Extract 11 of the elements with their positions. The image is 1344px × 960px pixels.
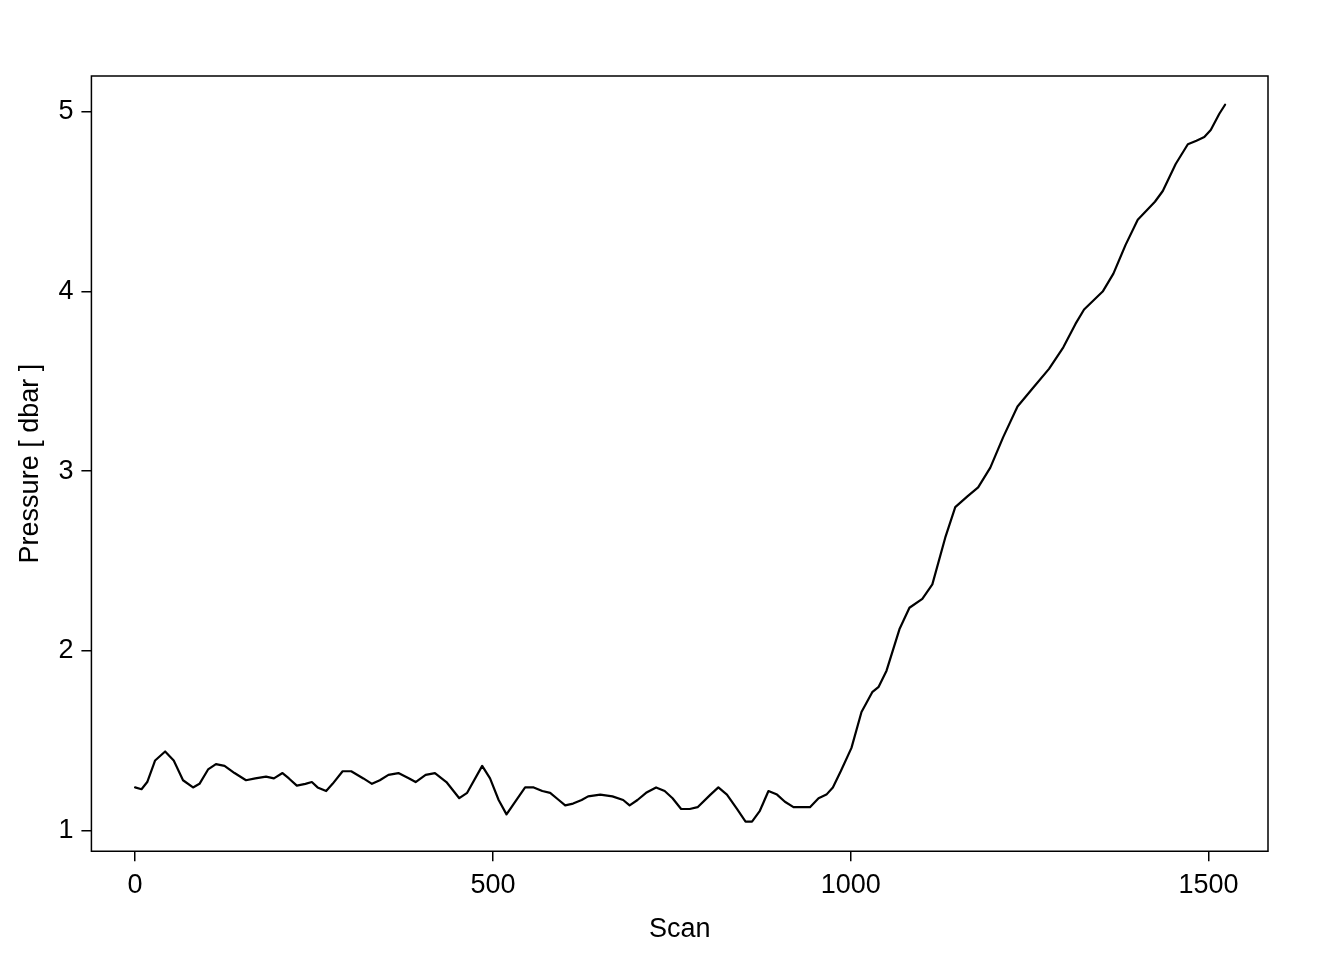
x-axis-title: Scan	[648, 913, 711, 944]
y-tick-label: 5	[58, 95, 74, 126]
y-tick-label: 2	[58, 634, 74, 665]
x-tick-label: 0	[127, 868, 143, 899]
y-axis-title: Pressure [ dbar ]	[13, 363, 44, 564]
y-tick-label: 4	[58, 275, 74, 306]
y-tick-label: 3	[58, 454, 74, 485]
x-tick-label: 1500	[1178, 868, 1239, 899]
x-tick-label: 500	[470, 868, 516, 899]
x-tick-label: 1000	[820, 868, 881, 899]
y-tick-label: 1	[58, 813, 74, 844]
